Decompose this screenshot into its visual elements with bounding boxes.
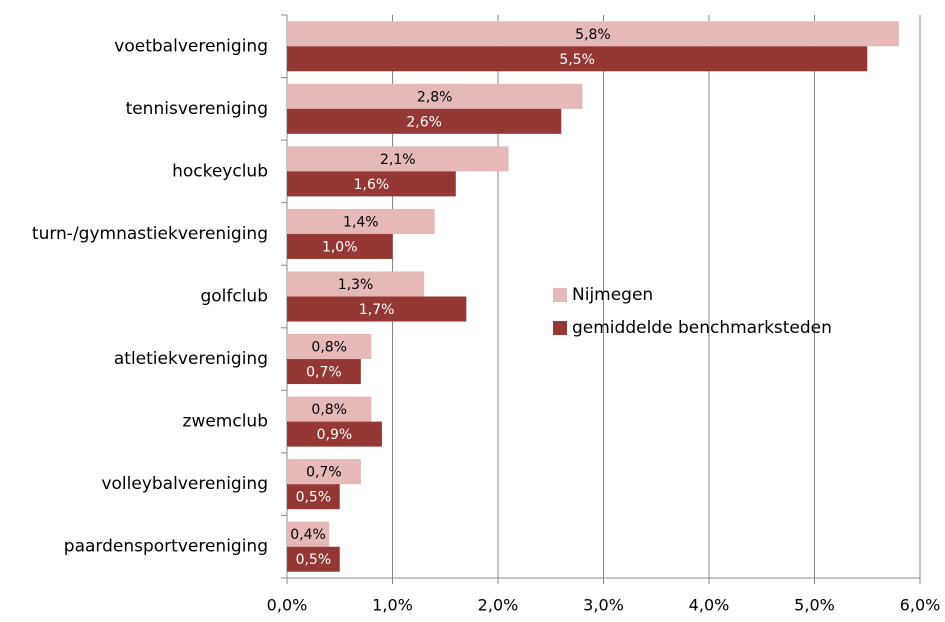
bar — [287, 108, 562, 134]
value-label: 2,6% — [406, 114, 442, 130]
bar — [287, 359, 361, 385]
category-label: zwemclub — [183, 412, 268, 432]
legend-swatch — [553, 288, 567, 302]
value-label: 2,8% — [417, 89, 453, 105]
category-label: hockeyclub — [172, 161, 268, 181]
value-label: 1,6% — [354, 177, 390, 193]
value-label: 0,7% — [306, 365, 342, 381]
value-label: 0,7% — [306, 465, 342, 481]
value-label: 0,5% — [296, 552, 332, 568]
category-label: voetbalvereniging — [114, 36, 268, 56]
bar — [287, 484, 340, 510]
value-label: 0,8% — [311, 340, 347, 356]
bar — [287, 208, 435, 234]
bar — [287, 459, 361, 485]
x-tick-label: 4,0% — [689, 596, 730, 615]
bar — [287, 233, 393, 259]
value-label: 0,5% — [296, 490, 332, 506]
x-tick-label: 5,0% — [794, 596, 835, 615]
bar — [287, 83, 583, 109]
value-label: 0,8% — [311, 402, 347, 418]
legend-swatch — [553, 321, 567, 335]
bar — [287, 421, 382, 447]
value-label: 5,5% — [559, 52, 595, 68]
bar — [287, 271, 425, 297]
legend-label: gemiddelde benchmarksteden — [572, 318, 832, 338]
bar — [287, 146, 509, 172]
value-label: 0,4% — [290, 527, 326, 543]
bar — [287, 546, 340, 572]
value-label: 1,4% — [343, 214, 379, 230]
value-label: 0,9% — [317, 427, 353, 443]
category-label: golfclub — [200, 287, 268, 307]
category-label: turn-/gymnastiekvereniging — [32, 224, 268, 244]
value-label: 1,7% — [359, 302, 395, 318]
value-label: 1,0% — [322, 239, 358, 255]
bar — [287, 46, 868, 72]
x-tick-label: 0,0% — [267, 596, 308, 615]
bar — [287, 171, 456, 197]
category-label: volleybalvereniging — [101, 474, 268, 494]
x-tick-label: 6,0% — [900, 596, 941, 615]
bar — [287, 334, 372, 360]
category-label: paardensportvereniging — [64, 537, 268, 557]
bar — [287, 521, 330, 547]
x-tick-label: 1,0% — [372, 596, 413, 615]
bar — [287, 396, 372, 422]
bar — [287, 21, 899, 47]
value-label: 1,3% — [338, 277, 374, 293]
category-label: tennisvereniging — [126, 99, 268, 119]
x-tick-label: 2,0% — [478, 596, 519, 615]
value-label: 5,8% — [575, 27, 611, 43]
bar — [287, 296, 467, 322]
x-tick-label: 3,0% — [583, 596, 624, 615]
legend-label: Nijmegen — [572, 285, 653, 305]
value-label: 2,1% — [380, 152, 416, 168]
category-label: atletiekvereniging — [114, 349, 268, 369]
